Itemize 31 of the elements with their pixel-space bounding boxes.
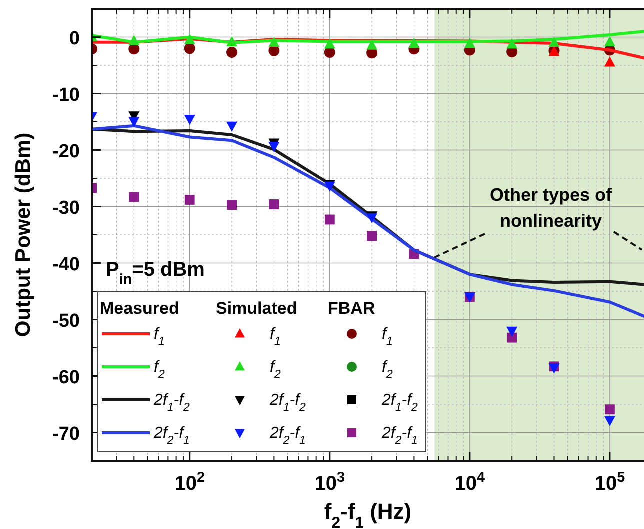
y-tick-label: -60	[52, 367, 80, 388]
annotation: FBAR	[328, 299, 376, 318]
x-tick-label: 10$^{5}$	[594, 470, 626, 495]
x-tick-label: 10$^{4}$	[454, 470, 486, 495]
y-tick-label: -30	[52, 198, 80, 219]
annotation: Measured	[100, 299, 180, 318]
x-tick-label: 10$^{3}$	[314, 470, 346, 495]
legend-label: 2f$_{2}$-f$_{1}$	[153, 425, 190, 447]
legend-label: f$_{1}$	[154, 326, 165, 348]
y-tick-label: 0	[69, 28, 80, 50]
legend-label: 2f$_{2}$-f$_{1}$	[269, 425, 306, 447]
annotation: Simulated	[216, 299, 298, 318]
x-axis-title: f$_{2}$-f$_{1}$ (Hz)	[324, 499, 412, 529]
y-axis-title: Output Power (dBm)	[12, 132, 35, 338]
legend-label: 2f$_{1}$-f$_{2}$	[381, 392, 419, 414]
annotation: Other types of nonlinearity	[490, 185, 614, 231]
legend-label: 2f$_{1}$-f$_{2}$	[269, 392, 307, 414]
legend-label: f$_{1}$	[382, 326, 393, 348]
legend-label: f$_{2}$	[382, 359, 394, 381]
y-tick-label: -20	[52, 141, 80, 162]
y-tick-label: -10	[52, 84, 80, 106]
legend-label: f$_{2}$	[270, 359, 282, 381]
legend-label: 2f$_{2}$-f$_{1}$	[381, 425, 418, 447]
legend-label: 2f$_{1}$-f$_{2}$	[153, 392, 191, 414]
annotation: P$_{in}$=5 dBm	[106, 259, 205, 288]
y-tick-label: -40	[52, 254, 80, 276]
legend-label: f$_{2}$	[154, 359, 166, 381]
y-tick-label: -50	[52, 310, 80, 332]
y-tick-label: -70	[52, 424, 80, 445]
legend-label: f$_{1}$	[270, 326, 281, 348]
x-tick-label: 10$^{2}$	[174, 470, 206, 495]
